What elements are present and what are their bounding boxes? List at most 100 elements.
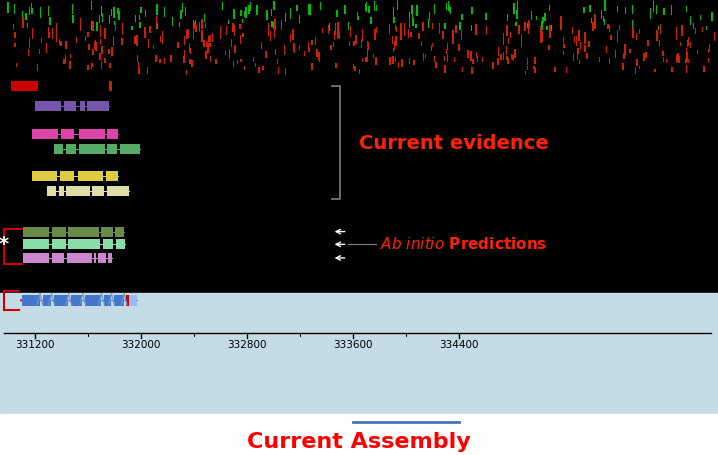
Bar [94, 253, 96, 263]
Bar [415, 24, 416, 28]
Bar [337, 21, 339, 30]
Bar [362, 58, 363, 62]
Bar [56, 23, 57, 30]
Bar [104, 28, 106, 39]
Bar [619, 25, 620, 30]
Bar [274, 22, 275, 29]
Bar [431, 45, 432, 51]
Bar [595, 15, 596, 29]
Bar [320, 2, 321, 10]
Text: $\it{Ab\ initio}$ Predictions: $\it{Ab\ initio}$ Predictions [380, 236, 547, 253]
Bar [695, 28, 696, 34]
Bar [362, 29, 363, 41]
Bar [401, 59, 403, 67]
Bar [419, 33, 420, 39]
Bar [41, 38, 42, 43]
Bar [461, 30, 462, 40]
Bar [510, 32, 511, 38]
Bar [27, 22, 28, 28]
Bar [544, 14, 546, 21]
Bar [250, 2, 251, 10]
Bar [498, 58, 499, 65]
Bar [635, 67, 636, 74]
Bar [48, 27, 50, 34]
Bar [240, 10, 241, 16]
Bar [114, 21, 116, 25]
Bar [353, 64, 355, 69]
Bar [242, 19, 243, 23]
Bar [186, 70, 187, 75]
Bar [516, 10, 518, 19]
Bar [714, 32, 715, 40]
Bar [508, 38, 509, 44]
Bar [447, 56, 448, 61]
Bar [632, 5, 633, 14]
Bar [162, 31, 163, 44]
Bar [594, 15, 595, 20]
Bar [449, 5, 450, 12]
Bar [35, 101, 61, 111]
Bar [583, 7, 584, 13]
Bar [61, 129, 74, 139]
Bar [144, 27, 146, 39]
Bar [233, 61, 234, 67]
Bar [636, 59, 638, 66]
Bar [93, 50, 94, 55]
Bar [660, 24, 661, 34]
Bar [355, 35, 357, 44]
Bar [563, 51, 564, 56]
Bar [255, 63, 256, 67]
Bar [423, 53, 424, 61]
Bar [327, 25, 329, 34]
Bar [159, 36, 161, 42]
Bar [23, 239, 49, 249]
Bar [397, 0, 398, 10]
Bar [192, 20, 194, 25]
Bar [242, 33, 243, 37]
Bar [610, 35, 612, 40]
Bar [228, 20, 229, 24]
Bar [79, 129, 105, 139]
Bar [212, 33, 213, 42]
Bar [623, 52, 625, 60]
Bar [540, 27, 541, 40]
Bar [47, 186, 56, 196]
Bar [63, 59, 65, 64]
Bar [656, 30, 658, 35]
Bar [666, 59, 667, 63]
Bar [367, 41, 368, 47]
Bar [592, 22, 594, 31]
Bar [52, 239, 65, 249]
Bar [183, 56, 185, 63]
Text: pred_gff_GeneMark-scf1117875582023-abinit-gene-3.174-mRNA-1_AED:0.05_QI:0|0.6|0.: pred_gff_GeneMark-scf1117875582023-abini… [32, 281, 376, 287]
Bar [643, 53, 645, 61]
Bar [507, 14, 508, 21]
Bar [367, 55, 368, 61]
Bar [184, 50, 185, 60]
Bar [319, 58, 320, 62]
Bar [71, 295, 82, 306]
Bar [136, 35, 138, 46]
Bar [195, 25, 197, 31]
Bar [470, 51, 472, 61]
Bar [434, 56, 435, 62]
Bar [294, 43, 295, 52]
Bar [278, 67, 279, 74]
Bar [413, 60, 414, 65]
Bar [500, 54, 501, 60]
Bar [365, 57, 367, 62]
Bar [531, 11, 532, 20]
Bar [269, 31, 271, 41]
Bar [375, 29, 376, 40]
Bar [505, 27, 507, 32]
Bar [202, 19, 203, 30]
Bar [338, 30, 340, 39]
Bar [330, 46, 332, 50]
Bar [663, 8, 665, 15]
Bar [676, 27, 677, 40]
Bar [429, 12, 430, 20]
Bar [703, 66, 704, 71]
Bar [22, 11, 23, 16]
Bar [79, 144, 105, 154]
Bar [357, 12, 358, 18]
